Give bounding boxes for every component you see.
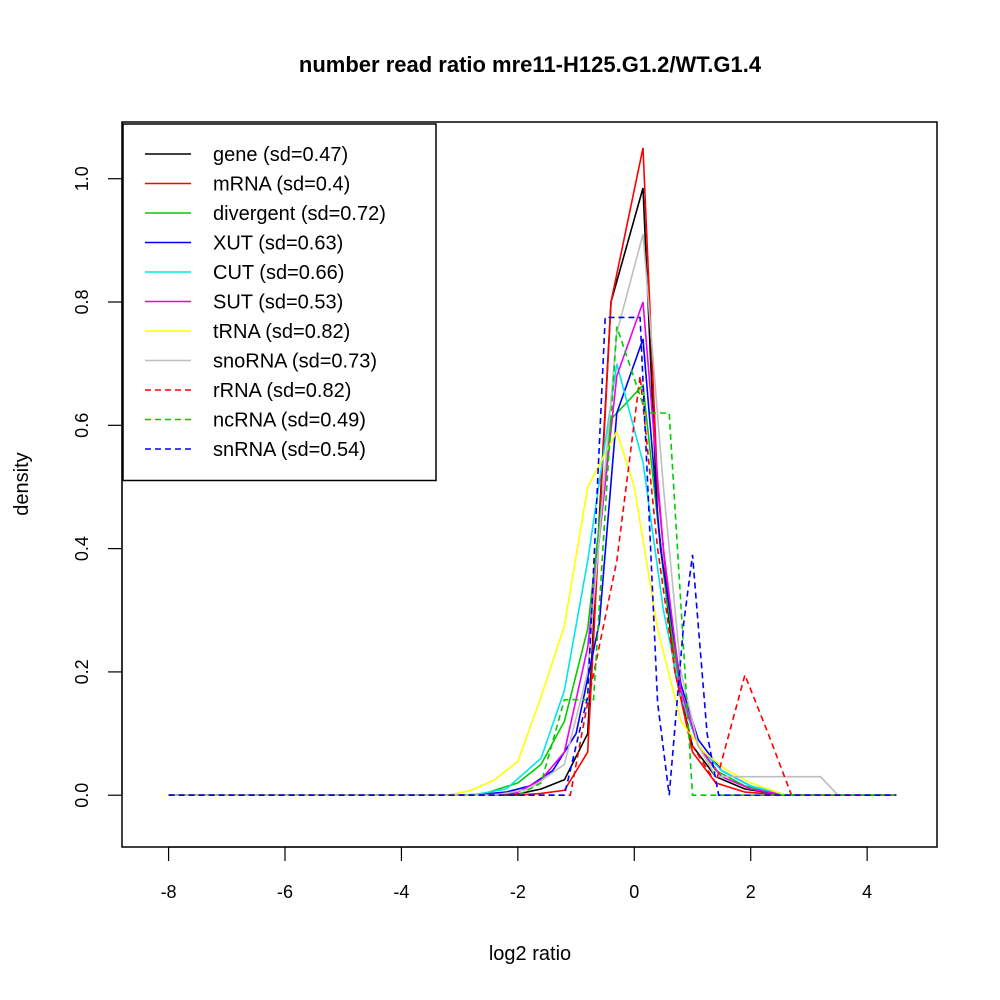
series-line-5 [168, 301, 897, 797]
y-tick-label: 0.0 [72, 783, 92, 808]
legend-label-0: gene (sd=0.47) [213, 144, 348, 166]
y-tick-label: 0.8 [72, 289, 92, 314]
y-axis: 0.0 0.2 0.4 0.6 0.8 1.0 [72, 166, 123, 808]
x-tick-label: 2 [746, 882, 756, 902]
y-tick-label: 0.6 [72, 413, 92, 438]
series-line-9 [168, 326, 897, 797]
x-axis: -8 -6 -4 -2 0 2 4 [161, 846, 872, 902]
x-axis-label: log2 ratio [489, 943, 571, 965]
legend-label-2: divergent (sd=0.72) [213, 203, 386, 225]
x-tick-label: -8 [161, 882, 177, 902]
series-line-7 [168, 233, 897, 797]
legend-label-5: SUT (sd=0.53) [213, 292, 343, 314]
legend-label-1: mRNA (sd=0.4) [213, 174, 350, 196]
y-tick-label: 0.2 [72, 659, 92, 684]
x-tick-label: -2 [510, 882, 526, 902]
series-line-10 [168, 316, 897, 797]
x-tick-label: 0 [629, 882, 639, 902]
series-layer [168, 147, 897, 797]
chart-title: number read ratio mre11-H125.G1.2/WT.G1.… [299, 52, 762, 77]
x-tick-label: -4 [393, 882, 409, 902]
series-line-1 [168, 147, 897, 797]
y-tick-label: 0.4 [72, 536, 92, 561]
legend-label-7: snoRNA (sd=0.73) [213, 351, 377, 373]
series-line-8 [168, 375, 897, 797]
series-line-4 [168, 363, 897, 797]
y-axis-label: density [11, 452, 33, 515]
legend-label-9: ncRNA (sd=0.49) [213, 410, 366, 432]
series-line-6 [168, 429, 897, 797]
legend: gene (sd=0.47) mRNA (sd=0.4) divergent (sd… [122, 123, 437, 482]
x-tick-label: -6 [277, 882, 293, 902]
legend-label-8: rRNA (sd=0.82) [213, 380, 351, 402]
legend-label-10: snRNA (sd=0.54) [213, 439, 366, 461]
legend-label-4: CUT (sd=0.66) [213, 262, 344, 284]
x-tick-label: 4 [862, 882, 872, 902]
legend-label-6: tRNA (sd=0.82) [213, 321, 350, 343]
legend-label-3: XUT (sd=0.63) [213, 233, 343, 255]
y-tick-label: 1.0 [72, 166, 92, 191]
